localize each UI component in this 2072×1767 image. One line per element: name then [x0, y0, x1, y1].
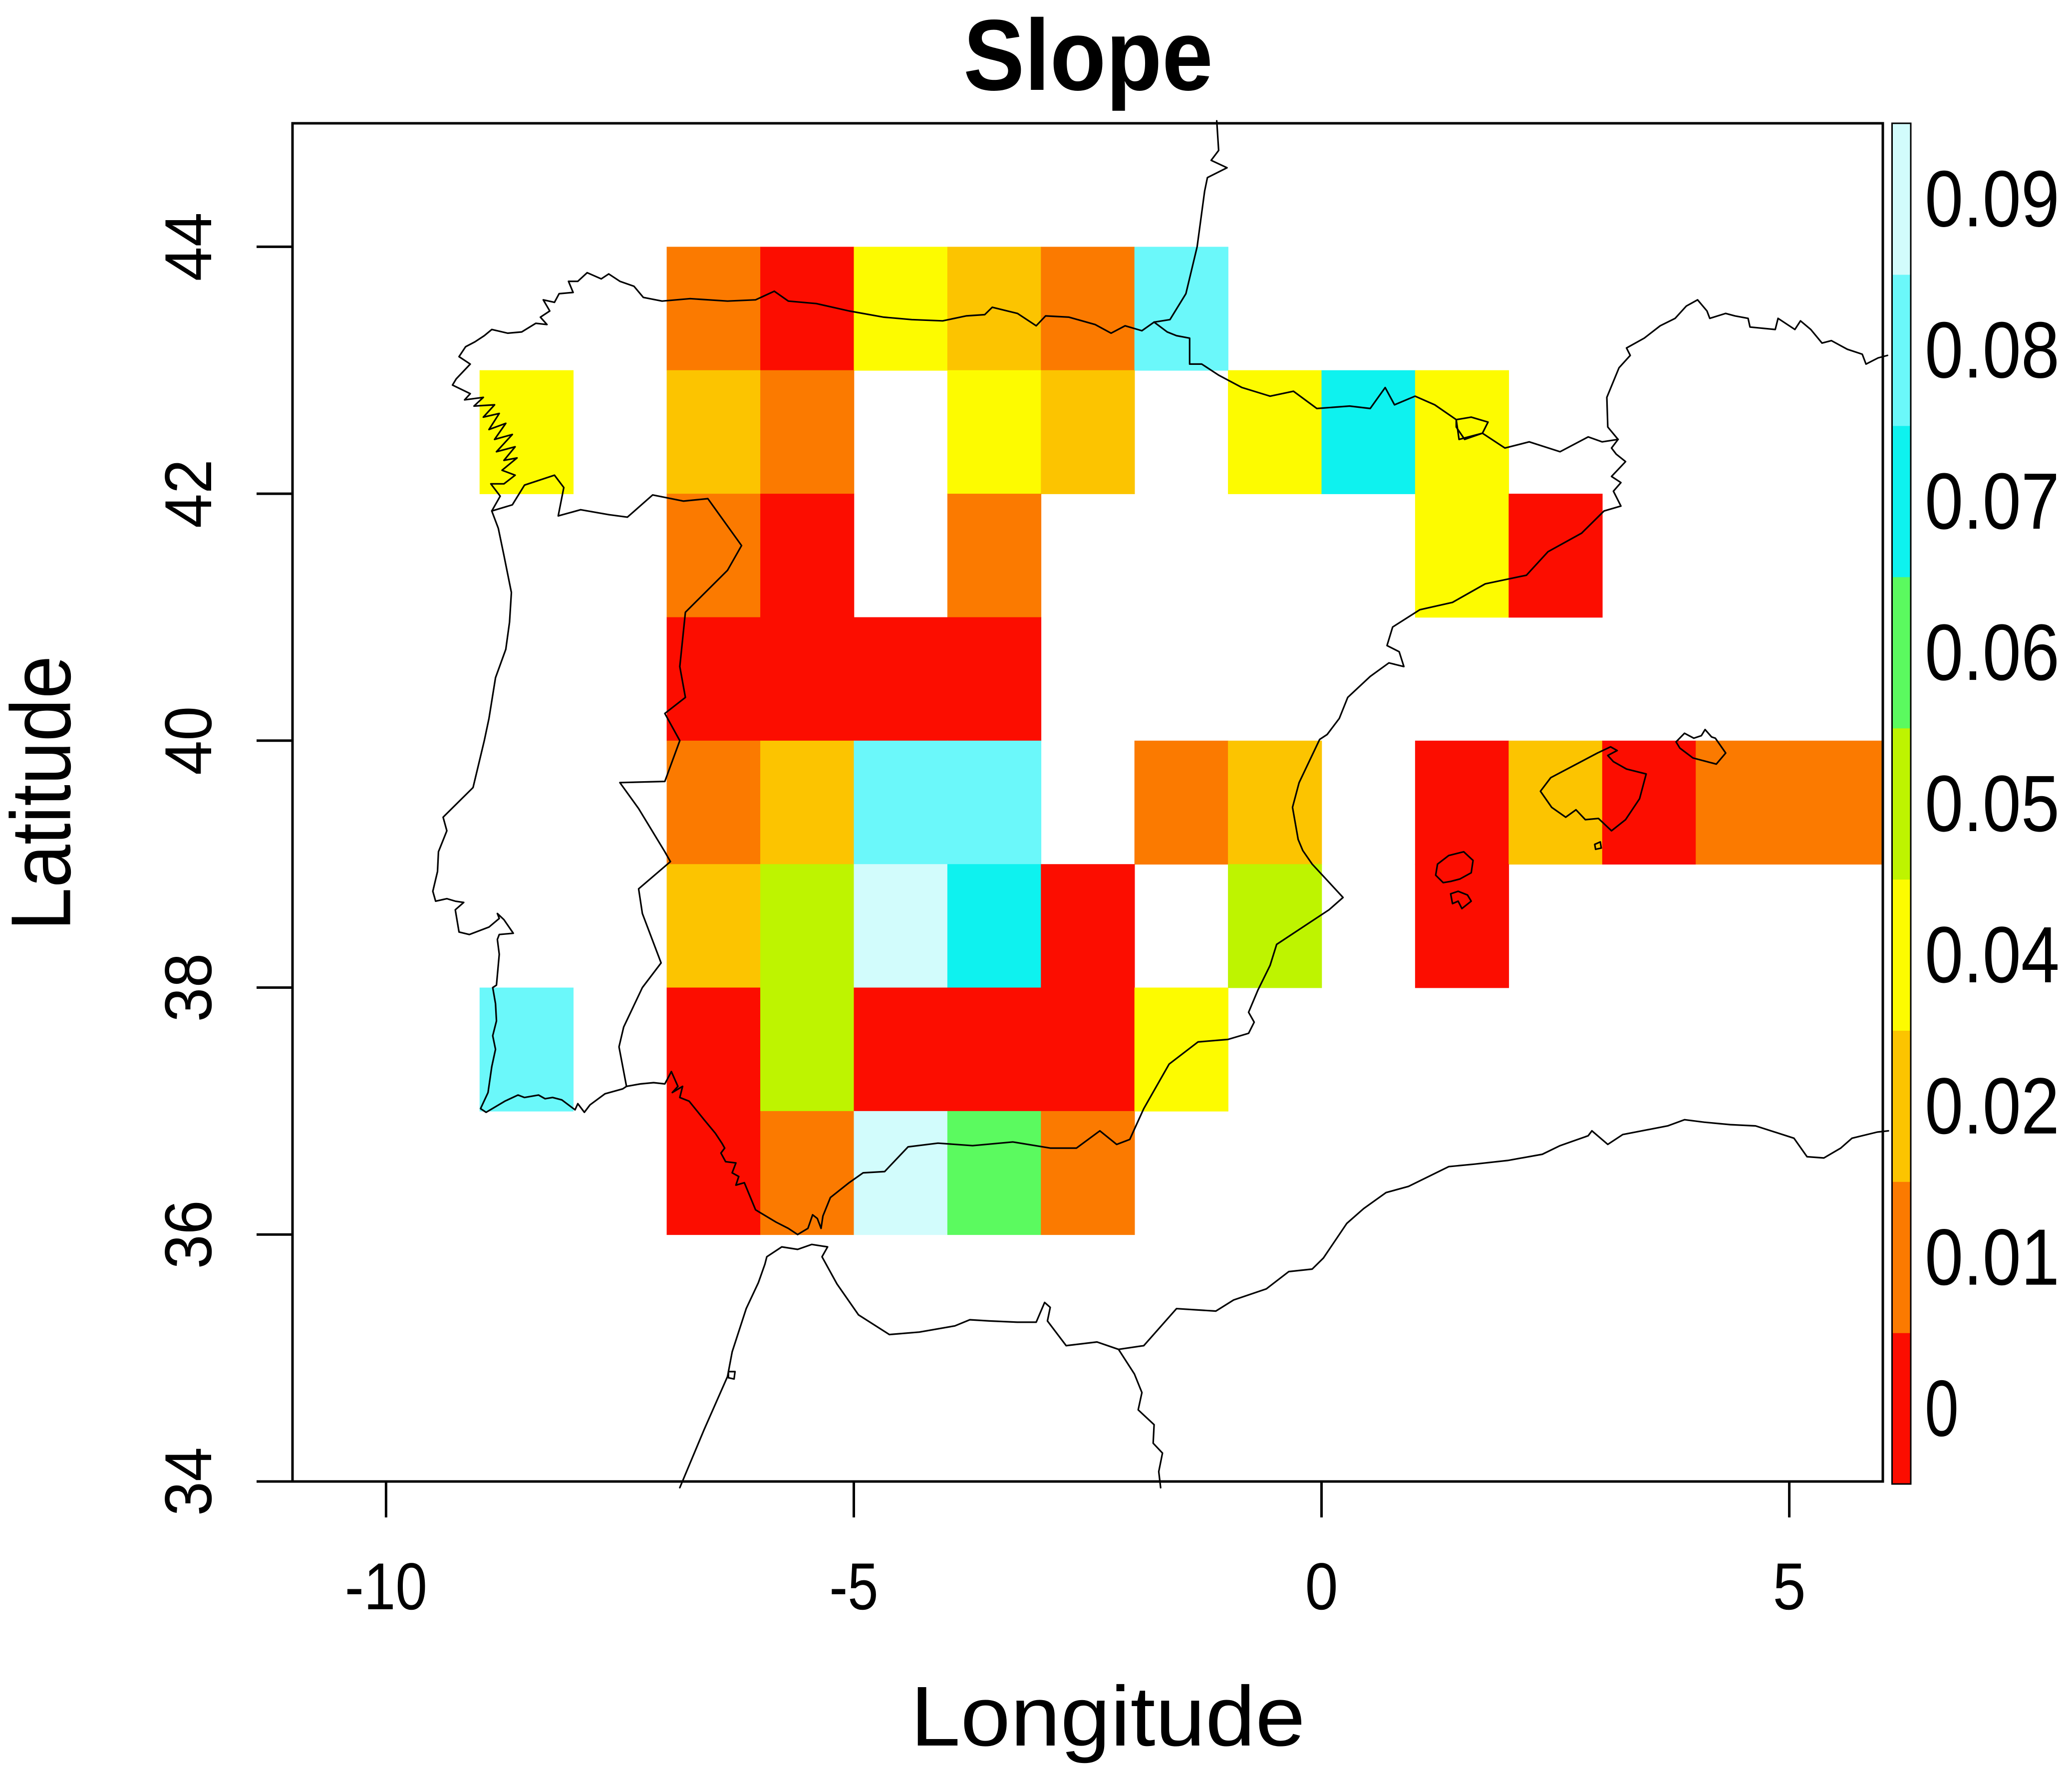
- svg-text:34: 34: [152, 1447, 226, 1516]
- svg-text:0.07: 0.07: [1925, 456, 2060, 546]
- svg-text:0.01: 0.01: [1925, 1212, 2060, 1302]
- svg-text:Longitude: Longitude: [910, 1669, 1305, 1764]
- svg-text:0: 0: [1305, 1550, 1338, 1624]
- svg-text:-5: -5: [830, 1550, 879, 1624]
- svg-text:0.06: 0.06: [1925, 607, 2060, 697]
- svg-text:-10: -10: [345, 1550, 427, 1624]
- svg-text:0.05: 0.05: [1925, 759, 2060, 848]
- svg-text:0: 0: [1925, 1364, 1959, 1453]
- svg-text:Latitude: Latitude: [0, 656, 89, 931]
- svg-text:Slope: Slope: [963, 0, 1213, 111]
- svg-text:5: 5: [1773, 1550, 1806, 1624]
- svg-text:0.04: 0.04: [1925, 910, 2060, 999]
- svg-text:0.02: 0.02: [1925, 1061, 2060, 1151]
- svg-text:0.08: 0.08: [1925, 305, 2060, 394]
- svg-text:38: 38: [152, 953, 226, 1022]
- svg-text:0.09: 0.09: [1925, 154, 2060, 243]
- svg-text:40: 40: [152, 706, 226, 775]
- svg-text:42: 42: [152, 459, 226, 528]
- svg-text:36: 36: [152, 1200, 226, 1269]
- svg-text:44: 44: [152, 212, 226, 281]
